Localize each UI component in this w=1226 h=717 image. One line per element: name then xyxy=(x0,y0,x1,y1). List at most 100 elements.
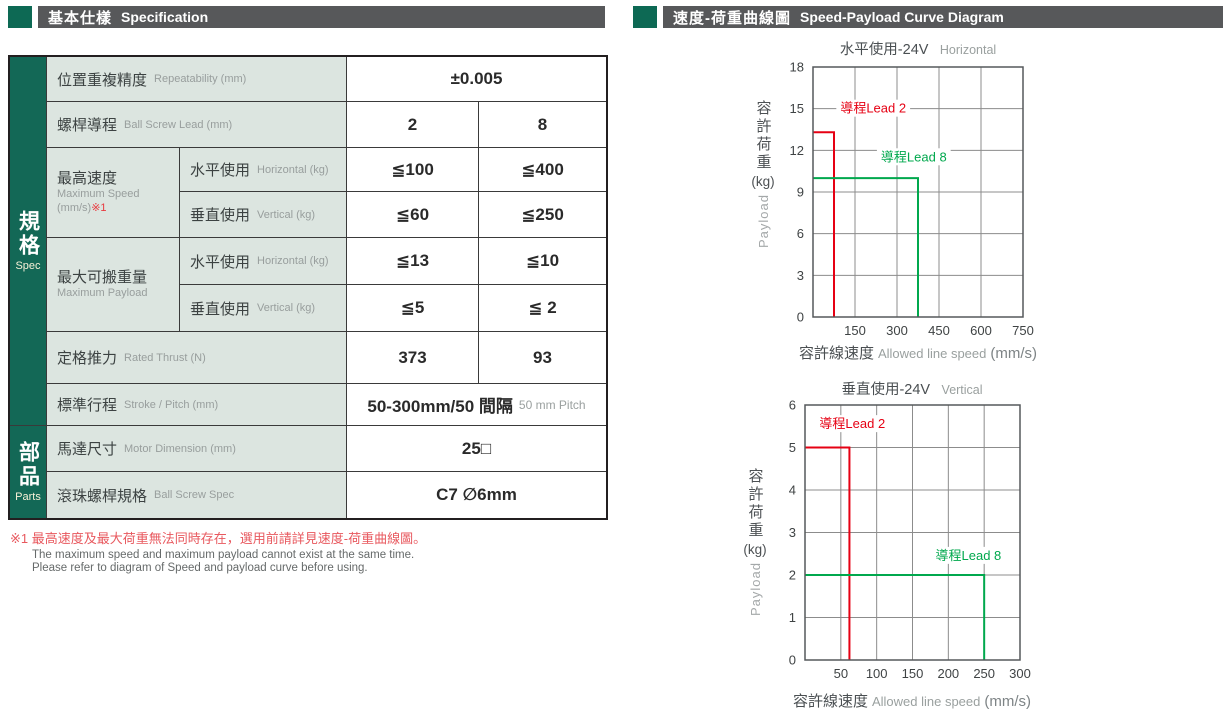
footnote-ref: ※1 xyxy=(91,201,107,214)
y-tick-label: 12 xyxy=(790,143,804,158)
series-line xyxy=(813,177,919,317)
y-tick-label: 0 xyxy=(797,310,804,325)
thrust-value-2: 93 xyxy=(479,332,606,383)
motor-value: 25□ xyxy=(347,426,606,471)
row-lead-label: 螺桿導程 Ball Screw Lead (mm) xyxy=(47,102,346,147)
label-en: Motor Dimension (mm) xyxy=(124,442,236,455)
x-axis-label-en: Allowed line speed xyxy=(871,694,981,709)
label-zh: 水平使用 xyxy=(190,253,251,271)
label-zh: 最高速度 xyxy=(57,170,118,188)
label-en: Vertical (kg) xyxy=(257,302,316,314)
annotation-backdrop xyxy=(815,415,890,433)
spec-title-en: Specification xyxy=(121,9,209,25)
x-tick-label: 750 xyxy=(1012,323,1034,338)
y-tick-label: 2 xyxy=(789,568,796,583)
annotation-backdrop xyxy=(931,546,1006,564)
row-motor-label: 馬達尺寸 Motor Dimension (mm) xyxy=(47,426,346,471)
row-repeatability-value: ±0.005 xyxy=(347,57,606,101)
thrust-value-1: 373 xyxy=(347,332,478,383)
footnote-line-en-1: The maximum speed and maximum payload ca… xyxy=(32,549,415,561)
group-strip-spec: 規格 Spec xyxy=(10,57,46,425)
y-tick-label: 1 xyxy=(789,610,796,625)
y-axis-unit: (kg) xyxy=(751,174,775,189)
speed-payload-plot-svg: 50 100 150 200 250 300 0 1 2 3 4 5 6 導程Lead 2 導程Lead 8 xyxy=(789,398,1031,682)
x-axis-label: 容許線速度 Allowed line speed (mm/s) xyxy=(747,690,1077,711)
y-tick-label: 6 xyxy=(797,226,804,241)
speed-vertical-value-1: ≦60 xyxy=(347,192,478,237)
payload-horizontal-value-1: ≦13 xyxy=(347,238,478,284)
annotation-backdrop xyxy=(876,148,951,166)
group-parts-en: Parts xyxy=(15,491,41,503)
speed-vertical-value-2: ≦250 xyxy=(479,192,606,237)
series-annotation: 導程Lead 8 xyxy=(936,548,1002,563)
payload-horizontal-value-2: ≦10 xyxy=(479,238,606,284)
footnote-line-zh: ※1 最高速度及最大荷重無法同時存在，選用前請詳見速度-荷重曲線圖。 xyxy=(10,531,427,546)
y-axis-label: 容許荷重 (kg) Payload xyxy=(740,100,786,248)
vertical-speed-payload-chart: 垂直使用-24V Vertical 容許荷重 (kg) Payload 50 10… xyxy=(690,376,1090,717)
payload-vertical-value-2: ≦ 2 xyxy=(479,285,606,331)
chart-title-en: Vertical xyxy=(941,383,983,397)
footnote-line-en-2: Please refer to diagram of Speed and pay… xyxy=(32,562,368,575)
label-zh: 垂直使用 xyxy=(190,300,251,318)
x-axis-label-zh: 容許線速度 xyxy=(798,345,874,362)
row-lead-value-2: 8 xyxy=(479,102,606,147)
x-tick-label: 100 xyxy=(866,666,888,681)
group-strip-parts: 部品 Parts xyxy=(10,426,46,518)
series-annotation: 導程Lead 2 xyxy=(819,416,885,431)
label-en: Maximum Speed xyxy=(57,188,140,201)
plot-border xyxy=(804,404,1021,661)
y-tick-label: 3 xyxy=(797,268,804,283)
curve-title-en: Speed-Payload Curve Diagram xyxy=(800,9,1004,25)
x-axis-label-en: Allowed line speed xyxy=(877,346,987,361)
speed-horizontal-value-2: ≦400 xyxy=(479,148,606,191)
y-tick-label: 3 xyxy=(789,525,796,540)
label-en: Vertical (kg) xyxy=(257,208,316,221)
x-tick-label: 200 xyxy=(937,666,959,681)
x-tick-label: 600 xyxy=(970,323,992,338)
label-zh: 位置重複精度 xyxy=(57,71,148,89)
label-unit-note: (mm/s)※1 xyxy=(57,202,107,215)
x-tick-label: 150 xyxy=(902,666,924,681)
speed-horizontal-value-1: ≦100 xyxy=(347,148,478,191)
payload-vertical-value-1: ≦5 xyxy=(347,285,478,331)
row-payload-horizontal-label: 水平使用 Horizontal (kg) xyxy=(180,238,346,284)
header-accent-square xyxy=(633,6,657,28)
label-en: Ball Screw Spec xyxy=(154,489,235,501)
label-en: Horizontal (kg) xyxy=(257,255,329,267)
annotation-backdrop xyxy=(836,99,911,117)
x-tick-label: 250 xyxy=(973,666,995,681)
y-tick-label: 6 xyxy=(789,398,796,413)
x-tick-label: 300 xyxy=(886,323,908,338)
series-line xyxy=(813,131,835,317)
horizontal-speed-payload-chart: 水平使用-24V Horizontal 容許荷重 (kg) Payload 15… xyxy=(690,36,1090,374)
row-speed-vertical-label: 垂直使用 Vertical (kg) xyxy=(180,192,346,237)
label-zh: 標準行程 xyxy=(57,397,118,414)
footnote: ※1 最高速度及最大荷重無法同時存在，選用前請詳見速度-荷重曲線圖。 The m… xyxy=(10,528,426,575)
label-en: Repeatability (mm) xyxy=(154,73,247,85)
label-zh: 垂直使用 xyxy=(190,207,251,224)
label-en: Maximum Payload xyxy=(57,286,148,299)
y-tick-label: 4 xyxy=(789,483,796,498)
chart-title: 垂直使用-24V Vertical xyxy=(747,378,1077,399)
group-spec-zh: 規格 xyxy=(16,210,40,258)
y-tick-label: 5 xyxy=(789,440,796,455)
label-unit: (mm/s) xyxy=(57,201,92,214)
y-tick-label: 9 xyxy=(797,185,804,200)
label-zh: 水平使用 xyxy=(190,162,251,179)
label-en: Rated Thrust (N) xyxy=(124,351,206,364)
y-tick-label: 0 xyxy=(789,653,796,668)
series-line xyxy=(805,574,986,660)
row-speed-horizontal-label: 水平使用 Horizontal (kg) xyxy=(180,148,346,191)
group-parts-zh: 部品 xyxy=(16,441,40,489)
x-axis-unit: (mm/s) xyxy=(984,693,1032,710)
row-ballscrew-label: 滾珠螺桿規格 Ball Screw Spec xyxy=(47,472,346,518)
label-en: Ball Screw Lead (mm) xyxy=(124,118,233,131)
label-zh: 螺桿導程 xyxy=(57,117,118,134)
x-axis-label: 容許線速度 Allowed line speed (mm/s) xyxy=(753,342,1083,363)
row-stroke-label: 標準行程 Stroke / Pitch (mm) xyxy=(47,384,346,425)
stroke-value-sub: 50 mm Pitch xyxy=(518,397,586,412)
stroke-value-main: 50-300mm/50 間隔 xyxy=(367,397,513,416)
y-tick-label: 18 xyxy=(790,60,804,75)
label-zh: 最大可搬重量 xyxy=(57,268,148,286)
